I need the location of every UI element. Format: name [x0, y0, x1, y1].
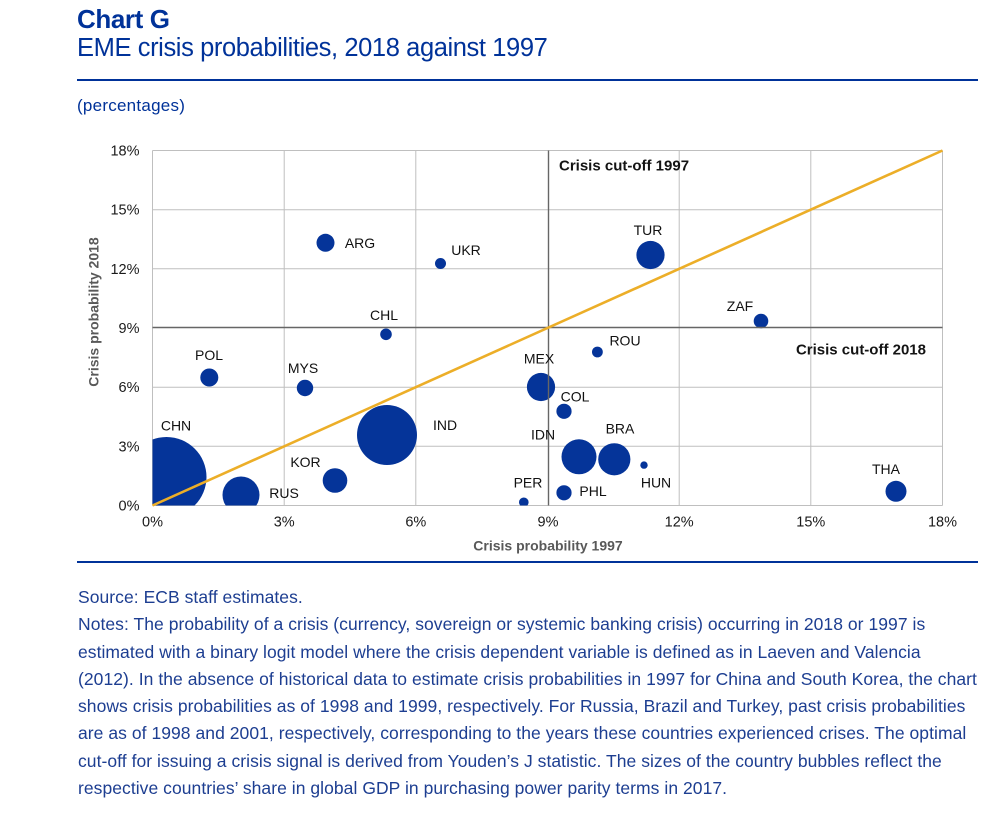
svg-text:9%: 9% [119, 321, 140, 337]
svg-text:PHL: PHL [579, 483, 606, 499]
svg-text:3%: 3% [274, 515, 295, 531]
svg-text:ZAF: ZAF [727, 298, 753, 314]
svg-text:18%: 18% [110, 144, 139, 160]
svg-text:15%: 15% [110, 203, 139, 219]
svg-text:POL: POL [195, 347, 223, 363]
svg-text:HUN: HUN [641, 475, 671, 491]
svg-text:9%: 9% [538, 515, 559, 531]
svg-text:Crisis probability 2018: Crisis probability 2018 [86, 237, 102, 387]
svg-text:Crisis probability 1997: Crisis probability 1997 [473, 538, 623, 554]
svg-text:6%: 6% [119, 380, 140, 396]
svg-text:PER: PER [514, 475, 543, 491]
svg-text:IND: IND [433, 417, 457, 433]
svg-text:KOR: KOR [290, 454, 320, 470]
svg-text:CHN: CHN [161, 418, 191, 434]
svg-text:RUS: RUS [269, 485, 299, 501]
svg-text:CHL: CHL [370, 307, 398, 323]
svg-text:12%: 12% [110, 262, 139, 278]
svg-text:BRA: BRA [606, 421, 635, 437]
svg-text:ARG: ARG [345, 235, 375, 251]
svg-text:6%: 6% [405, 515, 426, 531]
svg-text:0%: 0% [142, 515, 163, 531]
svg-text:3%: 3% [119, 439, 140, 455]
svg-text:IDN: IDN [531, 427, 555, 443]
svg-text:UKR: UKR [451, 242, 481, 258]
svg-text:0%: 0% [119, 499, 140, 515]
svg-text:Crisis cut-off 2018: Crisis cut-off 2018 [796, 342, 926, 359]
svg-text:TUR: TUR [634, 222, 663, 238]
svg-text:MYS: MYS [288, 360, 318, 376]
svg-text:15%: 15% [796, 515, 825, 531]
svg-text:12%: 12% [665, 515, 694, 531]
svg-text:MEX: MEX [524, 351, 555, 367]
svg-text:COL: COL [561, 389, 590, 405]
svg-text:Crisis cut-off 1997: Crisis cut-off 1997 [559, 158, 689, 175]
svg-text:THA: THA [872, 461, 901, 477]
svg-text:ROU: ROU [609, 333, 640, 349]
svg-text:18%: 18% [928, 515, 957, 531]
